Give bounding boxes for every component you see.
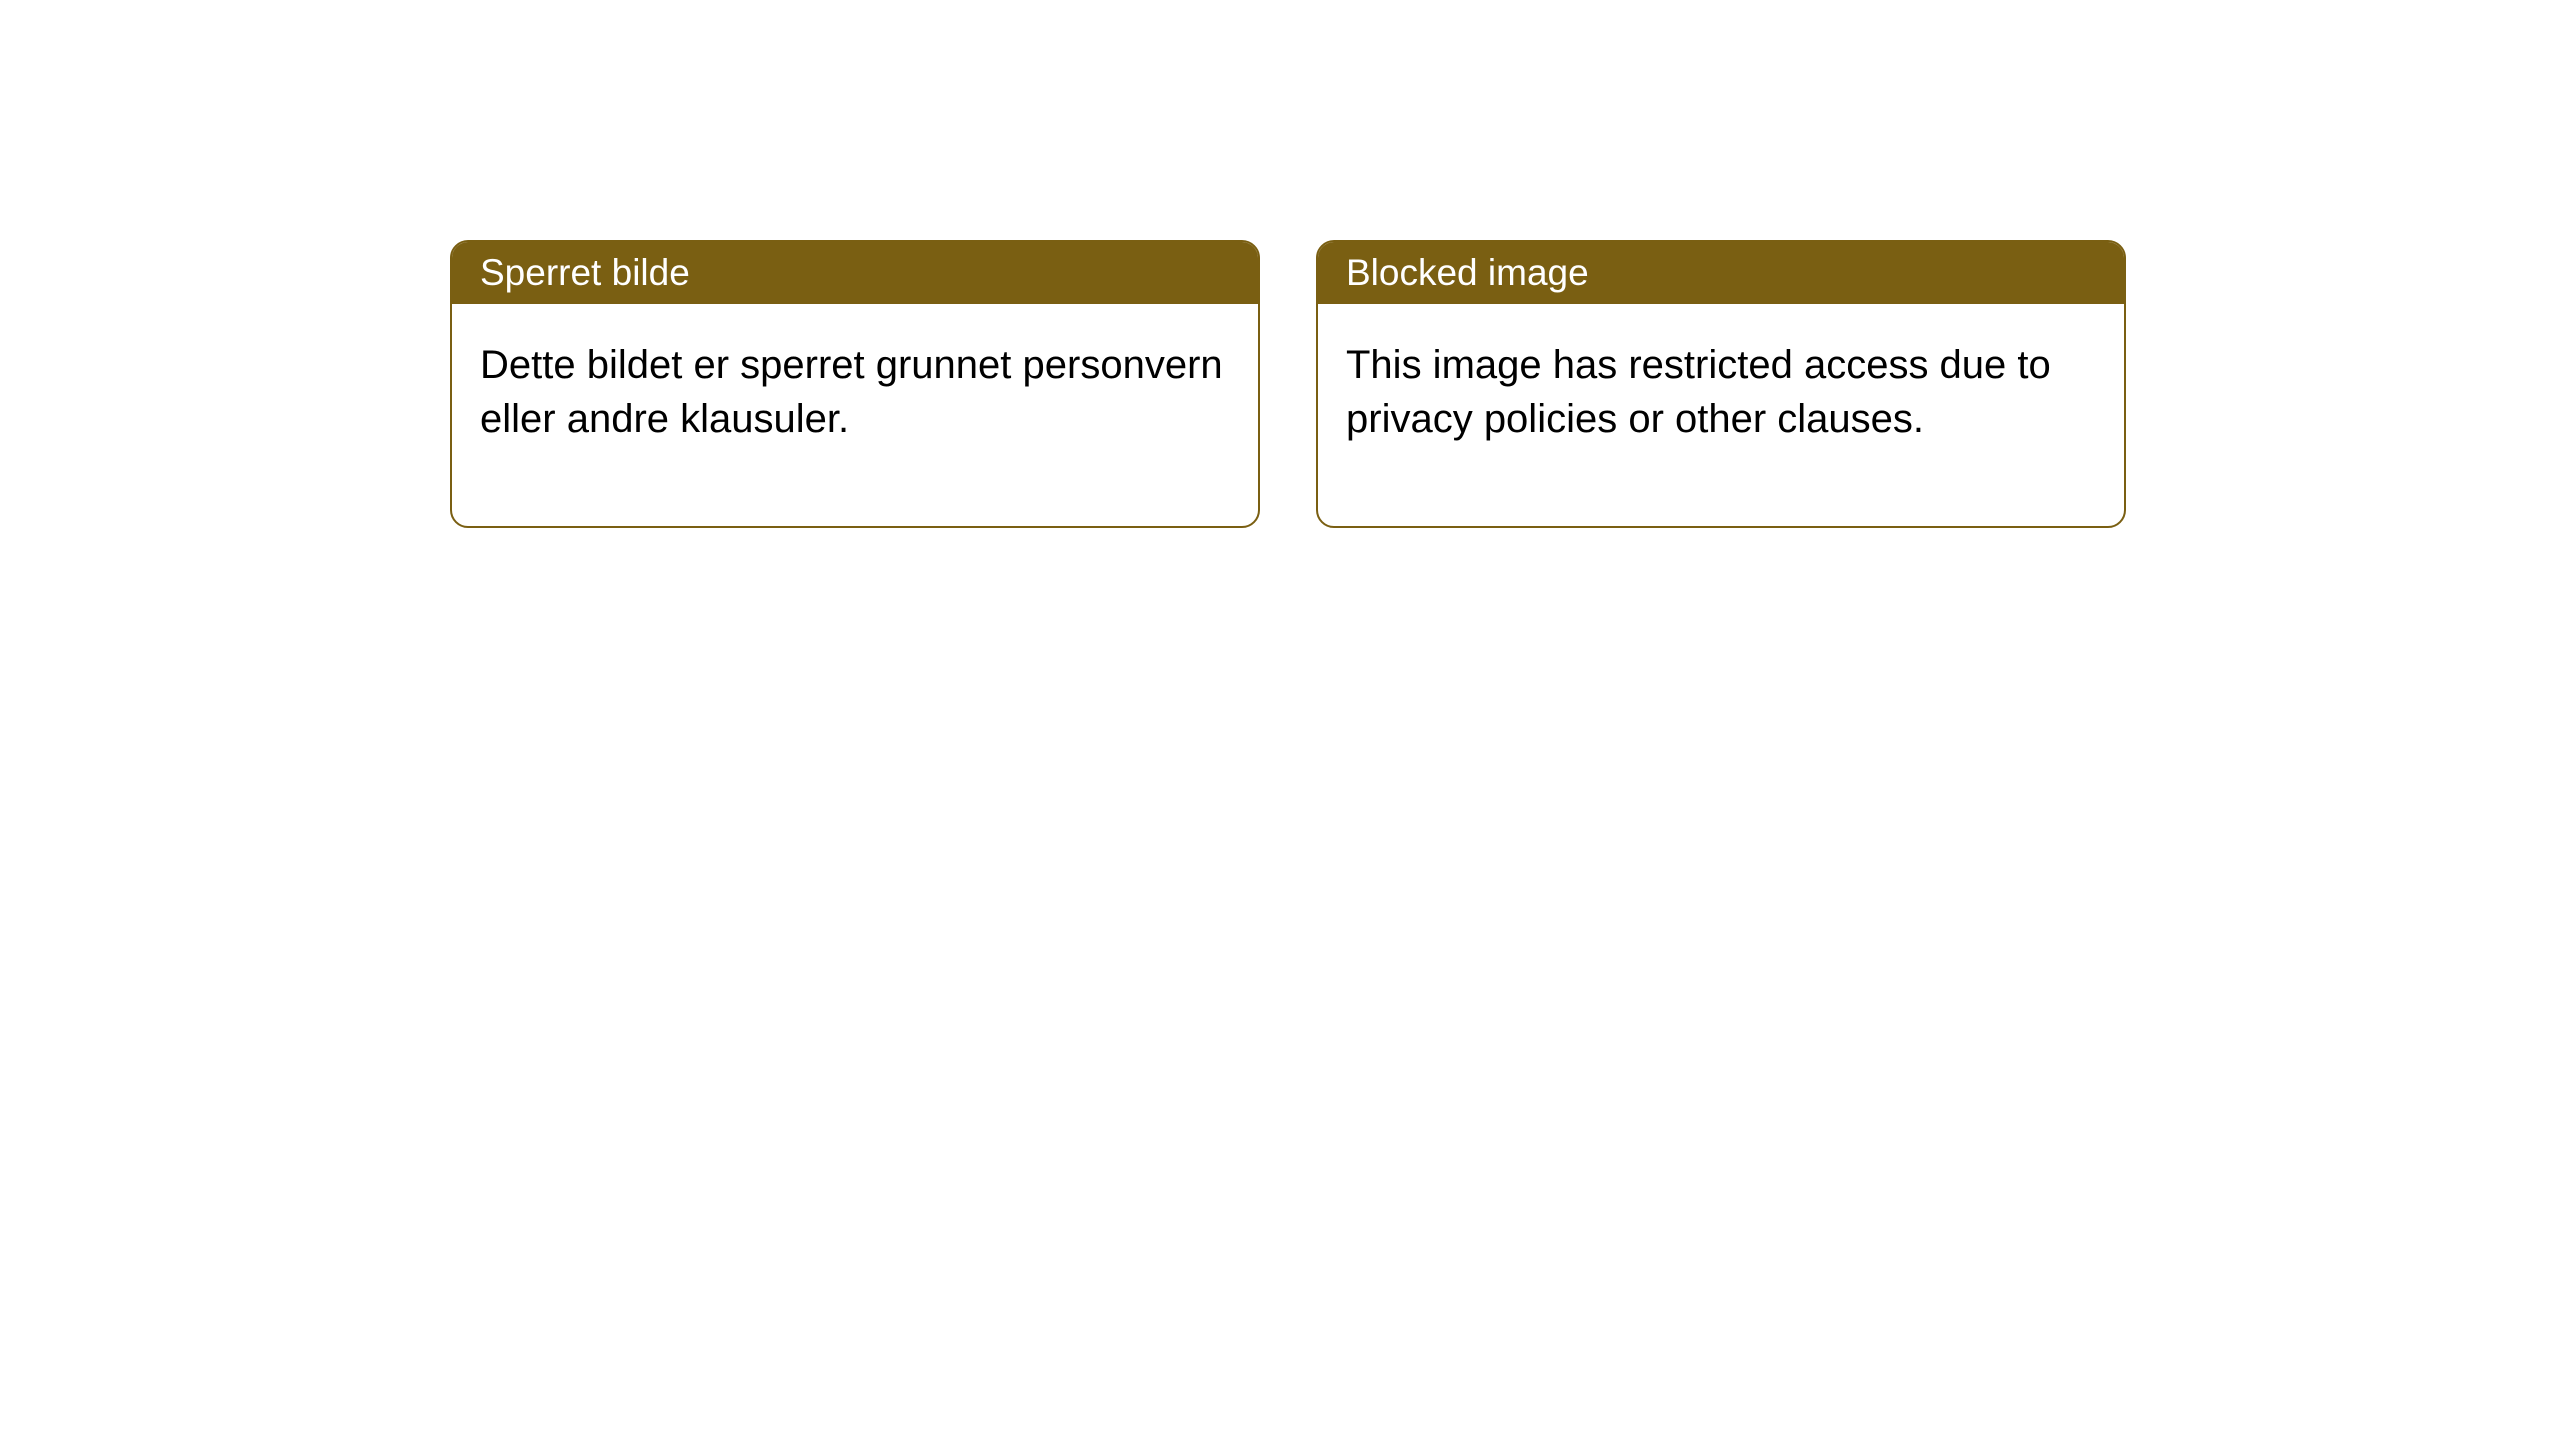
card-english: Blocked image This image has restricted … [1316, 240, 2126, 528]
card-text-english: This image has restricted access due to … [1346, 343, 2051, 441]
card-text-norwegian: Dette bildet er sperret grunnet personve… [480, 343, 1223, 441]
card-norwegian: Sperret bilde Dette bildet er sperret gr… [450, 240, 1260, 528]
card-header-english: Blocked image [1318, 242, 2124, 304]
card-title-norwegian: Sperret bilde [480, 252, 690, 293]
card-body-english: This image has restricted access due to … [1318, 304, 2124, 526]
card-header-norwegian: Sperret bilde [452, 242, 1258, 304]
card-body-norwegian: Dette bildet er sperret grunnet personve… [452, 304, 1258, 526]
blocked-image-cards: Sperret bilde Dette bildet er sperret gr… [450, 240, 2560, 528]
card-title-english: Blocked image [1346, 252, 1589, 293]
